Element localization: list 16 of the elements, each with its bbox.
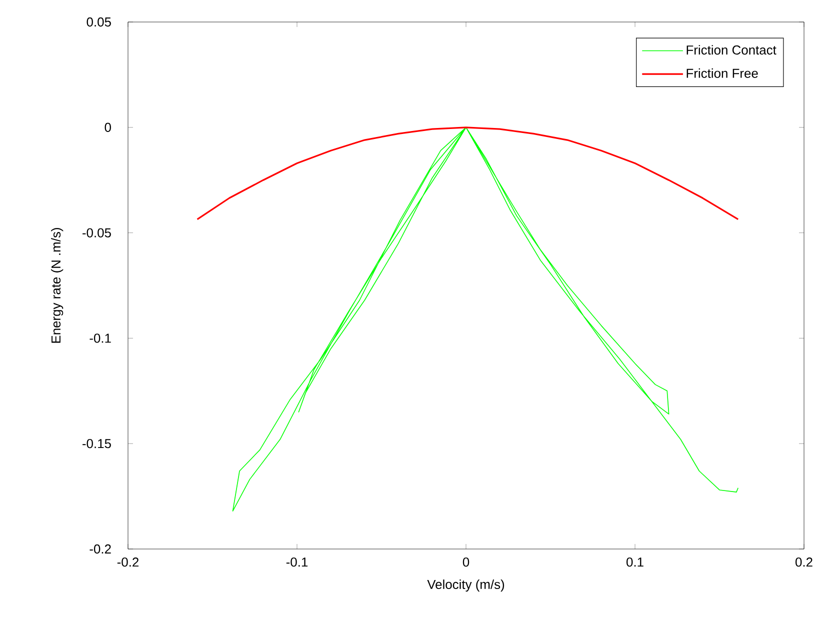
y-tick-label: 0 [104, 122, 111, 132]
x-tick-label: 0.2 [796, 558, 812, 567]
y-axis-title: Energy rate (N .m/s) [51, 228, 64, 343]
legend-label: Friction Free [686, 68, 758, 78]
x-tick-label: 0 [462, 558, 470, 567]
y-tick-label: -0.05 [82, 228, 111, 238]
legend-label: Friction Contact [686, 45, 776, 55]
x-axis-title: Velocity (m/s) [427, 580, 504, 592]
x-tick-label: 0.1 [626, 558, 644, 567]
line-series [196, 126, 739, 220]
y-tick-label: -0.1 [90, 334, 111, 343]
y-tick-label: 0.05 [86, 17, 111, 27]
x-tick-label: -0.1 [286, 558, 308, 567]
y-tick-label: -0.2 [90, 544, 111, 554]
y-tick-label: -0.15 [82, 439, 111, 448]
x-tick-label: -0.2 [117, 558, 139, 567]
